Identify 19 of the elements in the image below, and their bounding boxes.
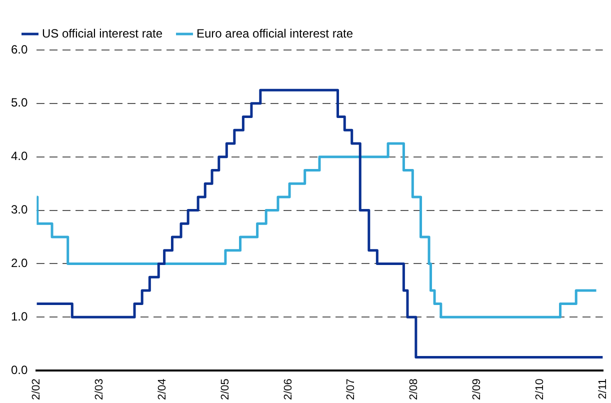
legend-label: US official interest rate <box>42 26 163 40</box>
x-tick-label: 2/06 <box>282 378 294 400</box>
x-tick-label: 2/08 <box>408 378 420 400</box>
x-tick-label: 2/03 <box>94 378 106 400</box>
y-tick-label: 4.0 <box>10 149 28 164</box>
y-tick-label: 6.0 <box>10 42 28 56</box>
y-tick-label: 2.0 <box>10 256 28 270</box>
x-tick-label: 2/02 <box>30 378 43 400</box>
y-tick-label: 5.0 <box>10 96 28 110</box>
x-tick-label: 2/11 <box>596 378 609 400</box>
x-tick-label: 2/10 <box>534 378 546 400</box>
y-tick-label: 1.0 <box>10 309 28 324</box>
x-tick-label: 2/09 <box>471 378 484 400</box>
y-tick-label: 0.0 <box>10 362 28 377</box>
x-tick-label: 2/05 <box>219 378 232 400</box>
y-tick-label: 3.0 <box>10 202 28 217</box>
x-tick-label: 2/07 <box>345 378 358 400</box>
x-tick-label: 2/04 <box>156 378 168 400</box>
legend-label: Euro area official interest rate <box>196 26 354 40</box>
